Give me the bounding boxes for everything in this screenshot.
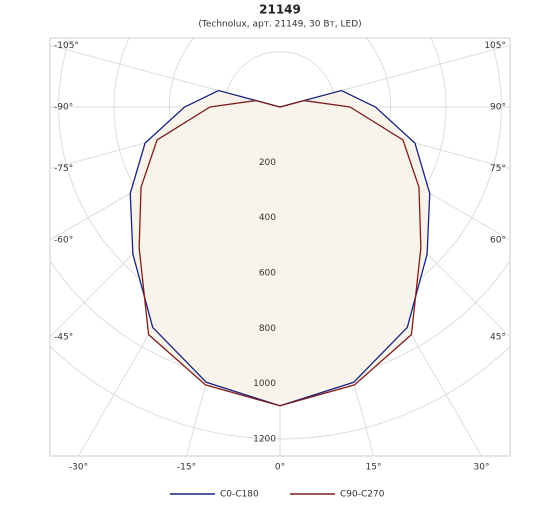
angle-tick-label: 30° xyxy=(474,463,490,473)
angle-tick-label: 15° xyxy=(366,463,382,473)
angle-tick-label: 105° xyxy=(484,41,506,51)
intensity-curve xyxy=(279,89,431,407)
chart-subtitle: (Technolux, арт. 21149, 30 Вт, LED) xyxy=(198,20,361,30)
angle-tick-label: 0° xyxy=(275,463,285,473)
angle-tick-label: -60° xyxy=(54,235,73,245)
angle-tick-label: -30° xyxy=(69,463,88,473)
angle-tick-label: 45° xyxy=(490,333,506,343)
r-tick-label: 600 xyxy=(259,269,276,279)
labels: -105° -90° -75° -60° -45° -30° -15° 0° 15° 30° 45°… xyxy=(54,41,506,473)
angle-tick-label: 90° xyxy=(490,103,506,113)
r-tick-label: 400 xyxy=(259,213,276,223)
distribution-fill xyxy=(139,100,421,406)
r-tick-label: 1200 xyxy=(253,435,276,445)
r-tick-label: 200 xyxy=(259,158,276,168)
angle-tick-label: -45° xyxy=(54,333,73,343)
angle-tick-label: 60° xyxy=(490,235,506,245)
intensity-curve xyxy=(279,99,422,407)
legend-label: C0-C180 xyxy=(220,490,259,500)
intensity-curve xyxy=(129,89,281,407)
intensity-curve xyxy=(138,99,281,407)
angle-tick-label: -105° xyxy=(54,41,79,51)
chart-title: 21149 xyxy=(259,3,301,17)
legend-label: C90-C270 xyxy=(340,490,385,500)
r-tick-label: 800 xyxy=(259,324,276,334)
r-tick-label: 1000 xyxy=(253,379,276,389)
angle-tick-label: -75° xyxy=(54,164,73,174)
angle-tick-label: -15° xyxy=(177,463,196,473)
angle-tick-label: -90° xyxy=(54,103,73,113)
angle-tick-label: 75° xyxy=(490,164,506,174)
plot-area xyxy=(50,38,510,456)
